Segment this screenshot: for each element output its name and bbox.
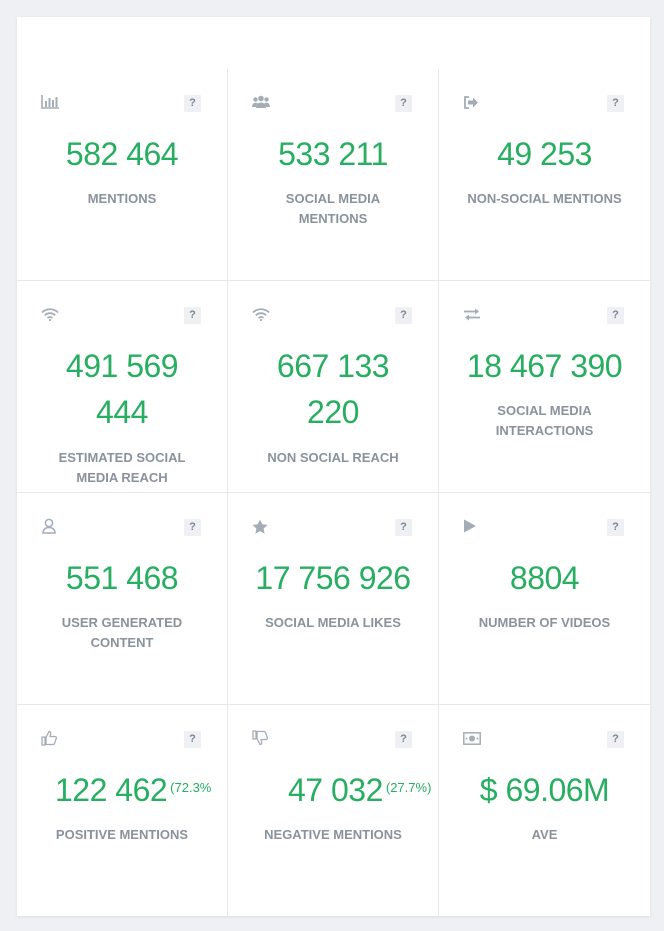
tile-non-social-mentions: ? 49 253 NON-SOCIAL MENTIONS xyxy=(439,69,650,281)
bar-chart-icon xyxy=(41,93,61,111)
wifi-icon xyxy=(41,305,61,323)
tile-value: 582 464 xyxy=(65,136,179,172)
percent-share: (27.7%) xyxy=(385,780,432,795)
help-button[interactable]: ? xyxy=(395,731,412,748)
tile-social-media-likes: ? 17 756 926 SOCIAL MEDIA LIKES xyxy=(228,493,439,705)
help-button[interactable]: ? xyxy=(184,95,201,112)
tile-estimated-social-media-reach: ? 491 569 444 ESTIMATED SOCIAL MEDIA REA… xyxy=(17,281,228,493)
money-icon xyxy=(463,729,483,747)
tile-label: NUMBER OF VIDEOS xyxy=(478,615,611,630)
tile-positive-mentions: ? 122 462 (72.3% POSITIVE MENTIONS xyxy=(17,705,228,916)
tile-value: 8804 xyxy=(509,560,580,596)
tile-label: ESTIMATED SOCIAL MEDIA REACH xyxy=(58,450,186,485)
sign-out-icon xyxy=(463,93,483,111)
tile-ave: ? $ 69.06M AVE xyxy=(439,705,650,916)
users-icon xyxy=(252,93,272,111)
tile-label: NON SOCIAL REACH xyxy=(267,450,399,465)
thumbs-down-icon xyxy=(252,729,272,747)
thumbs-up-icon xyxy=(41,729,61,747)
star-icon xyxy=(252,517,272,535)
tile-number-of-videos: ? 8804 NUMBER OF VIDEOS xyxy=(439,493,650,705)
tile-value: 18 467 390 xyxy=(466,348,623,384)
tile-label: SOCIAL MEDIA LIKES xyxy=(265,615,401,630)
stats-grid: ? 582 464 MENTIONS ? 533 211 SOCIAL MEDI… xyxy=(17,69,650,916)
tile-label: NEGATIVE MENTIONS xyxy=(264,827,402,842)
tile-value: $ 69.06M xyxy=(479,772,610,808)
help-button[interactable]: ? xyxy=(184,731,201,748)
tile-label: SOCIAL MEDIA INTERACTIONS xyxy=(495,403,594,438)
tile-label: SOCIAL MEDIA MENTIONS xyxy=(285,191,381,226)
tile-value: 667 133 220 xyxy=(276,348,390,430)
tile-non-social-reach: ? 667 133 220 NON SOCIAL REACH xyxy=(228,281,439,493)
tile-value: 49 253 xyxy=(497,136,592,172)
tile-label: POSITIVE MENTIONS xyxy=(55,827,189,842)
tile-social-media-interactions: ? 18 467 390 SOCIAL MEDIA INTERACTIONS xyxy=(439,281,650,493)
percent-share: (72.3% xyxy=(170,780,212,795)
tile-label: AVE xyxy=(531,827,558,842)
wifi-icon xyxy=(252,305,272,323)
tile-value: 533 211 xyxy=(278,136,388,172)
help-button[interactable]: ? xyxy=(184,307,201,324)
tile-value: 47 032 (27.7%) xyxy=(288,772,432,808)
help-button[interactable]: ? xyxy=(607,519,624,536)
tile-user-generated-content: ? 551 468 USER GENERATED CONTENT xyxy=(17,493,228,705)
help-button[interactable]: ? xyxy=(184,519,201,536)
help-button[interactable]: ? xyxy=(607,95,624,112)
help-button[interactable]: ? xyxy=(395,307,412,324)
exchange-icon xyxy=(463,305,483,323)
tile-value: 551 468 xyxy=(65,560,179,596)
tile-value: 122 462 (72.3% xyxy=(55,772,212,808)
user-icon xyxy=(41,517,61,535)
help-button[interactable]: ? xyxy=(395,95,412,112)
help-button[interactable]: ? xyxy=(395,519,412,536)
play-icon xyxy=(463,517,483,535)
tile-value: 491 569 444 xyxy=(65,348,179,430)
tile-label: NON-SOCIAL MENTIONS xyxy=(467,191,622,206)
tile-social-media-mentions: ? 533 211 SOCIAL MEDIA MENTIONS xyxy=(228,69,439,281)
stats-card: ? 582 464 MENTIONS ? 533 211 SOCIAL MEDI… xyxy=(17,17,650,916)
tile-value: 17 756 926 xyxy=(255,560,411,596)
help-button[interactable]: ? xyxy=(607,307,624,324)
tile-mentions: ? 582 464 MENTIONS xyxy=(17,69,228,281)
tile-label: MENTIONS xyxy=(87,191,157,206)
tile-negative-mentions: ? 47 032 (27.7%) NEGATIVE MENTIONS xyxy=(228,705,439,916)
tile-label: USER GENERATED CONTENT xyxy=(61,615,183,650)
help-button[interactable]: ? xyxy=(607,731,624,748)
